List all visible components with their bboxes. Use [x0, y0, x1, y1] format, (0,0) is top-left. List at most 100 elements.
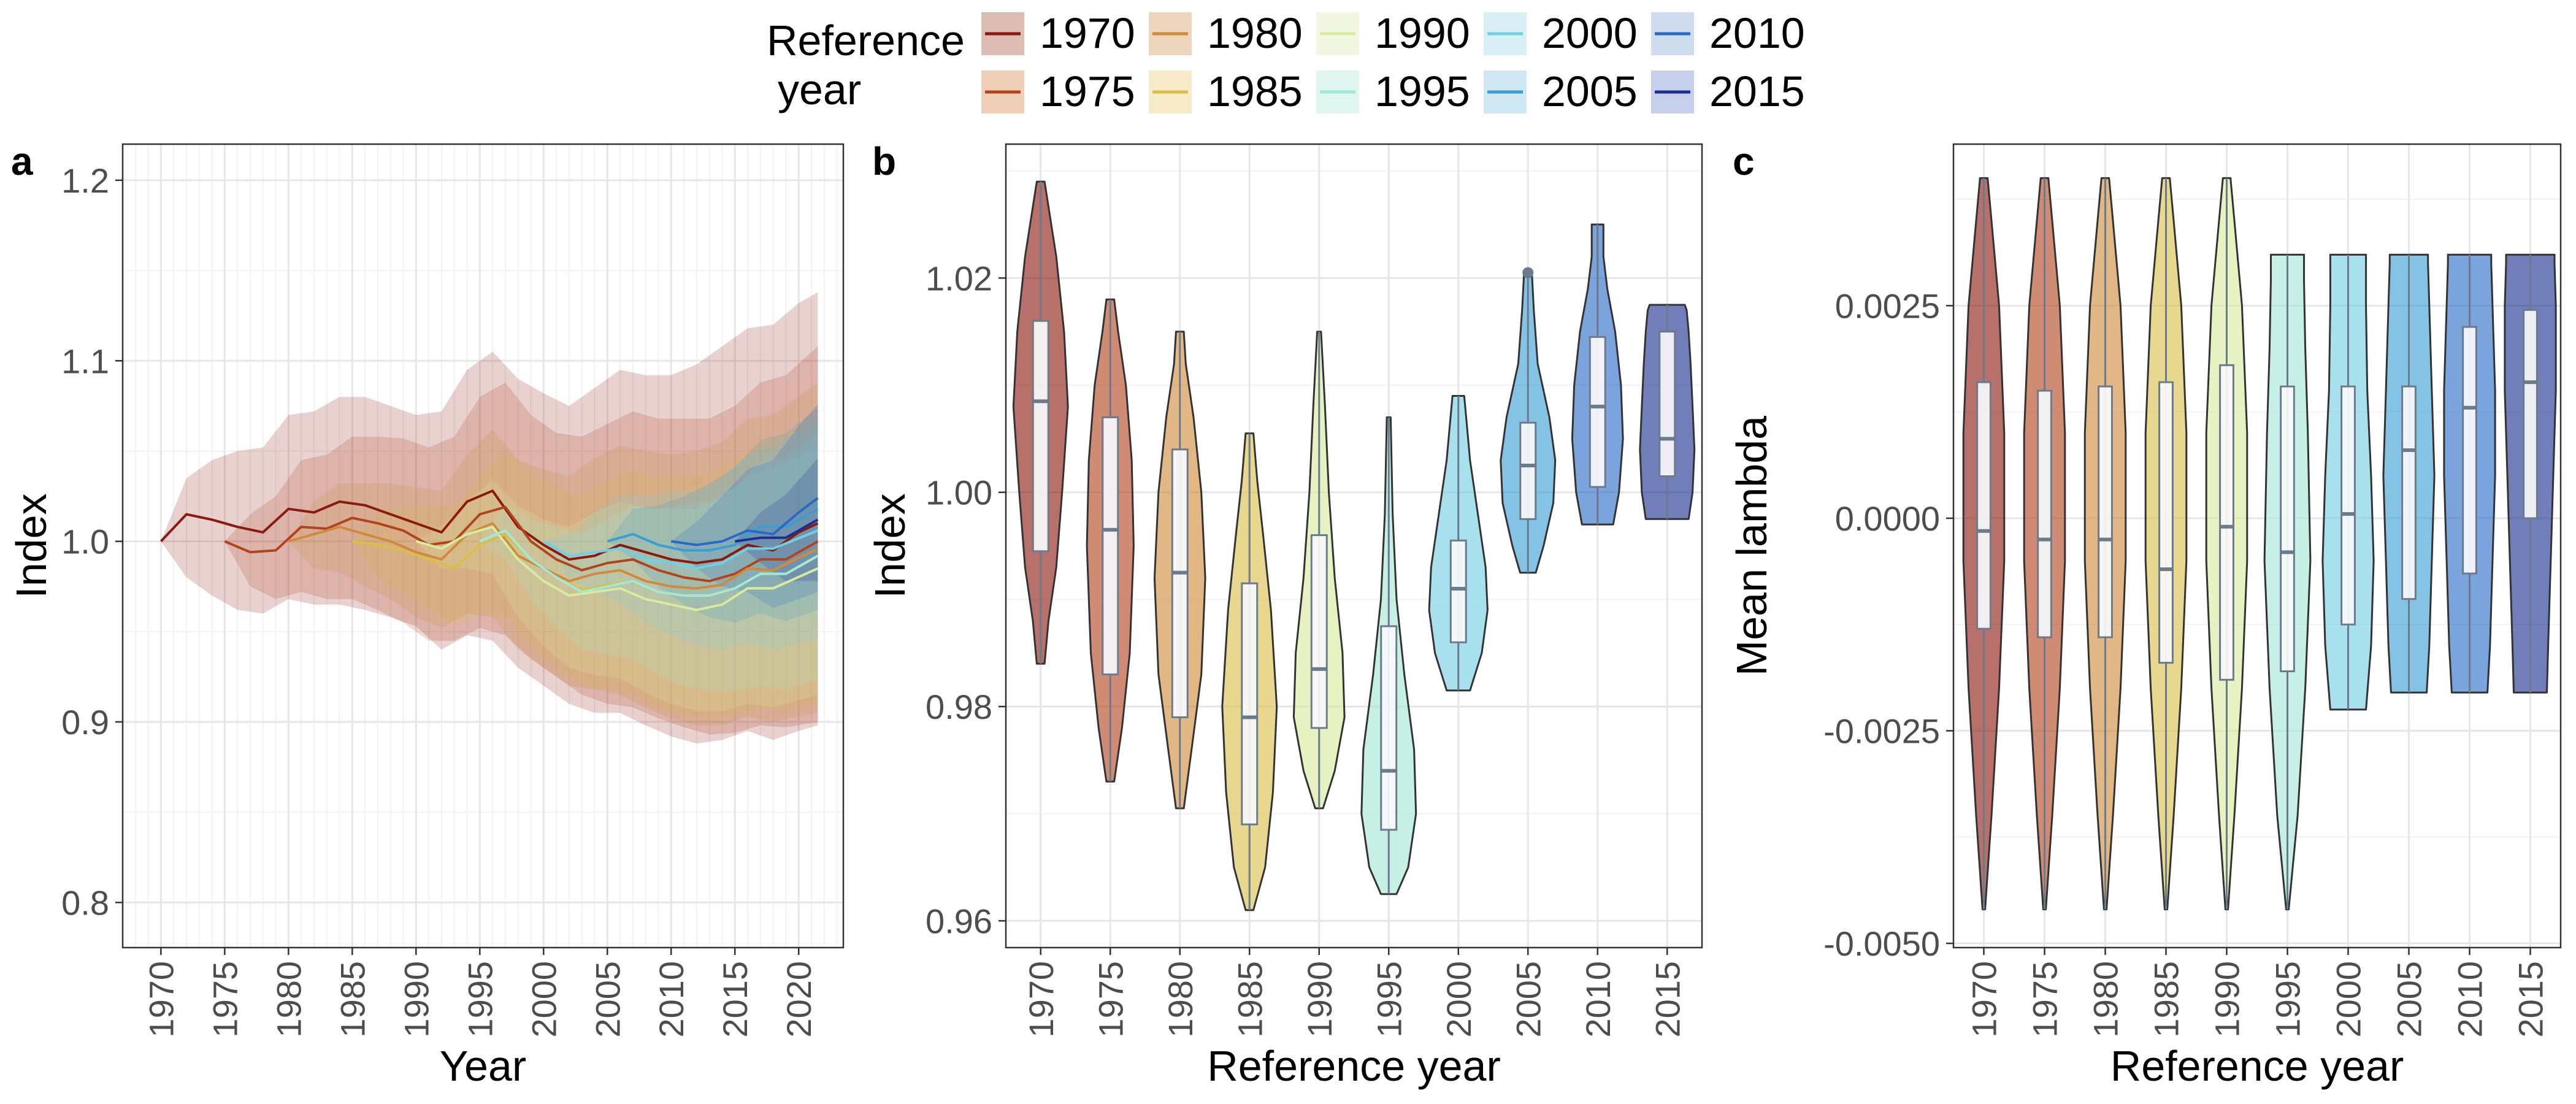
y-tick-label: 0.96 — [926, 902, 992, 940]
x-tick-label: 1995 — [1370, 961, 1408, 1038]
y-tick-label: 1.00 — [926, 473, 992, 512]
legend-label-1970: 1970 — [1040, 9, 1135, 57]
panel-b-box-1975 — [1102, 416, 1119, 676]
panel-a-border — [121, 143, 845, 949]
x-tick-label: 1985 — [1230, 961, 1269, 1038]
legend-label-2000: 2000 — [1542, 9, 1638, 57]
legend-keys: 1970 1975 1980 1985 1990 1995 2000 2005 2010 2015 — [981, 9, 1805, 115]
x-tick-label: 1975 — [205, 961, 244, 1038]
trend-line-2005 — [607, 507, 819, 552]
panel-c-ylabel: Mean lambda — [1728, 416, 1776, 676]
ribbon-2010 — [671, 404, 818, 608]
ribbon-1990 — [416, 447, 818, 711]
panel-b-border — [1005, 143, 1703, 949]
legend: Reference year 1970 1975 1980 1985 1990 1995 2… — [767, 9, 1805, 115]
panel-c-box-2015 — [2523, 309, 2538, 519]
ribbon-2015 — [735, 458, 818, 581]
x-tick-label: 2005 — [1509, 961, 1547, 1038]
x-tick-label: 2000 — [2329, 961, 2368, 1038]
panel-c: -0.0050 -0.0025 0.0000 0.0025 1970 1975 1980 19… — [1728, 143, 2562, 1090]
x-tick-label: 2015 — [1648, 961, 1687, 1038]
panel-b-box-1970 — [1032, 320, 1049, 553]
legend-label-2010: 2010 — [1709, 9, 1805, 57]
panel-c-box-2010 — [2462, 326, 2477, 575]
y-tick-label: 0.0025 — [1835, 286, 1940, 325]
panel-b-box-1990 — [1310, 534, 1328, 729]
panel-c-box-1985 — [2158, 381, 2174, 664]
panel-b-box-1980 — [1171, 448, 1189, 718]
panel-c-box-1980 — [2098, 385, 2113, 638]
x-tick-label: 1970 — [1965, 961, 2004, 1038]
y-tick-label: -0.0025 — [1823, 712, 1940, 751]
panel-c-tag: c — [1733, 139, 1755, 183]
panel-b-box-1995 — [1380, 625, 1398, 831]
legend-label-1975: 1975 — [1040, 67, 1135, 115]
trend-line-1995 — [479, 529, 819, 597]
legend-label-1995: 1995 — [1374, 67, 1470, 115]
ribbon-1970 — [161, 292, 818, 744]
panel-a: 0.8 0.9 1.0 1.1 1.2 1970 1975 1980 1985 1990 1995 2… — [7, 143, 845, 1090]
panel-a-tag: a — [11, 139, 33, 183]
y-tick-label: 1.1 — [61, 342, 109, 380]
panel-a-xlabel: Year — [440, 1042, 526, 1090]
x-tick-label: 1975 — [2026, 961, 2064, 1038]
panel-a-plot-bg — [123, 144, 843, 948]
ribbon-1980 — [288, 382, 818, 726]
x-tick-label: 1980 — [269, 961, 308, 1038]
panel-b-box-2000 — [1449, 539, 1467, 643]
x-tick-label: 1985 — [2147, 961, 2186, 1038]
legend-label-2015: 2015 — [1709, 67, 1805, 115]
legend-title-line2: year — [778, 66, 861, 113]
panel-b-tag: b — [872, 139, 896, 183]
panel-c-box-1995 — [2280, 385, 2295, 672]
legend-title-line1: Reference — [767, 17, 965, 64]
panel-c-box-1970 — [1976, 381, 1991, 630]
x-tick-label: 1970 — [142, 961, 180, 1038]
panel-c-box-1975 — [2037, 389, 2052, 638]
trend-line-2010 — [670, 497, 819, 546]
x-tick-label: 2000 — [1439, 961, 1478, 1038]
panel-b-ylabel: Index — [866, 493, 914, 598]
ribbon-1975 — [224, 346, 818, 735]
panel-b: 0.96 0.98 1.00 1.02 1970 1975 1980 1985 1990 1995… — [866, 143, 1703, 1090]
x-tick-label: 2005 — [588, 961, 627, 1038]
x-tick-label: 2010 — [652, 961, 691, 1038]
panel-b-xlabel: Reference year — [1207, 1042, 1501, 1090]
x-tick-label: 2015 — [716, 961, 754, 1038]
x-tick-label: 2010 — [2451, 961, 2490, 1038]
trend-line-1970 — [159, 489, 819, 564]
y-tick-label: 0.0000 — [1835, 499, 1940, 538]
x-tick-label: 2005 — [2390, 961, 2429, 1038]
panel-b-box-2015 — [1658, 331, 1676, 477]
legend-label-1990: 1990 — [1374, 9, 1470, 57]
trend-line-2015 — [734, 518, 819, 543]
panel-a-ylabel: Index — [7, 493, 55, 598]
panel-c-border — [1952, 143, 2562, 949]
x-tick-label: 1990 — [2208, 961, 2247, 1038]
ribbon-1995 — [480, 433, 818, 691]
x-tick-label: 1995 — [461, 961, 499, 1038]
x-tick-label: 1980 — [2087, 961, 2125, 1038]
y-tick-label: 0.9 — [61, 703, 109, 742]
y-tick-label: 0.98 — [926, 688, 992, 726]
panel-c-box-1990 — [2219, 364, 2234, 681]
y-tick-label: -0.0050 — [1823, 924, 1940, 963]
panel-b-box-2005 — [1519, 421, 1537, 520]
x-tick-label: 1970 — [1022, 961, 1060, 1038]
ribbon-2000 — [543, 422, 818, 650]
x-tick-label: 1990 — [397, 961, 435, 1038]
y-tick-label: 1.02 — [926, 259, 992, 297]
trend-line-2000 — [543, 529, 819, 570]
panel-c-box-2000 — [2340, 385, 2356, 626]
legend-label-1985: 1985 — [1207, 67, 1303, 115]
legend-label-2005: 2005 — [1542, 67, 1638, 115]
panel-b-box-2010 — [1589, 335, 1606, 488]
panel-b-box-1985 — [1241, 582, 1259, 826]
x-tick-label: 2020 — [780, 961, 818, 1038]
x-tick-label: 1985 — [333, 961, 372, 1038]
x-tick-label: 1975 — [1091, 961, 1130, 1038]
panel-c-box-2005 — [2401, 385, 2417, 600]
x-tick-label: 2015 — [2512, 961, 2550, 1038]
x-tick-label: 2000 — [524, 961, 563, 1038]
